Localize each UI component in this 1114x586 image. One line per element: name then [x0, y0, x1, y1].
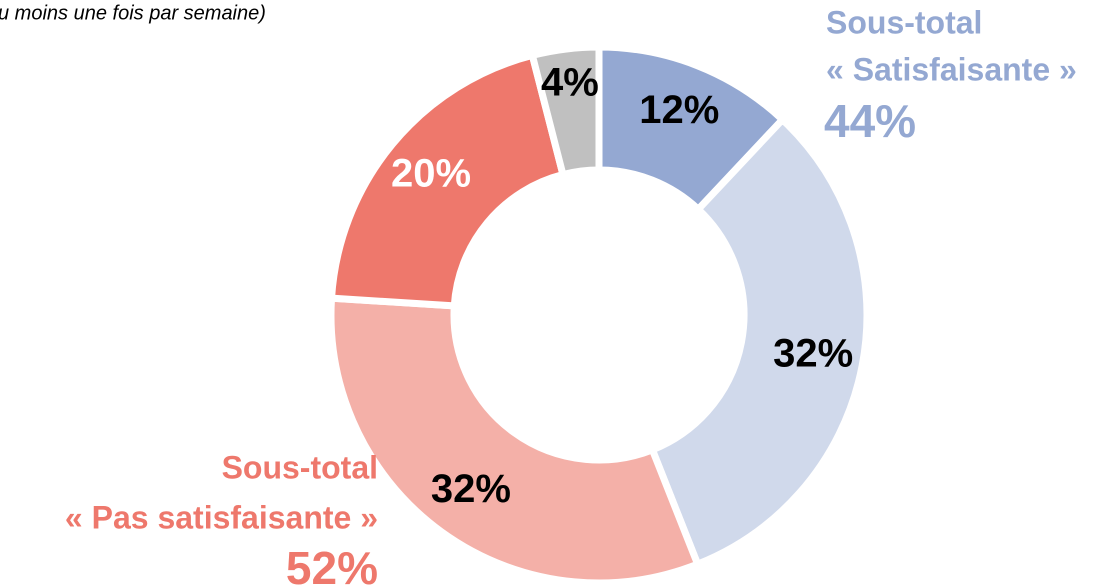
annotation: Sous-total	[826, 4, 982, 40]
donut-segment	[528, 43, 603, 179]
annotation: « Pas satisfaisante »	[65, 499, 378, 535]
annotation: Sous-total	[222, 449, 378, 485]
data-label: 12%	[639, 88, 719, 132]
subtitle: u moins une fois par semaine)	[0, 2, 266, 24]
data-label: 32%	[431, 467, 511, 511]
annotation: « Satisfaisante »	[826, 51, 1077, 87]
annotation: 44%	[824, 95, 916, 147]
data-label: 20%	[391, 152, 471, 196]
donut-segment	[327, 294, 703, 586]
data-label: 32%	[773, 331, 853, 375]
donut-segment	[647, 114, 871, 569]
donut-segment	[327, 51, 568, 310]
annotation: 52%	[286, 542, 378, 586]
data-label: 4%	[541, 60, 599, 104]
